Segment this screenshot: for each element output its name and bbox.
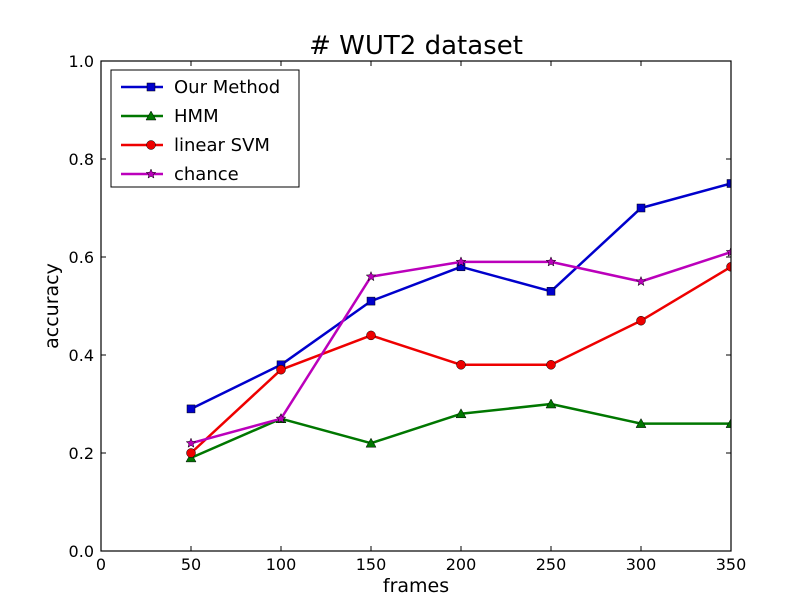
data-point-our-method: [636, 203, 646, 213]
x-tick-label: 0: [96, 555, 106, 574]
legend-entry-linear-svm: linear SVM: [121, 135, 270, 156]
y-tick-label: 0.6: [69, 248, 94, 267]
data-point-linear-svm: [546, 360, 556, 370]
legend-label-linear-svm: linear SVM: [174, 135, 270, 156]
legend-entry-our-method: Our Method: [121, 77, 280, 98]
legend-entry-hmm: HMM: [121, 106, 219, 127]
series-chance: [185, 246, 731, 448]
x-tick-label: 200: [446, 555, 477, 574]
data-point-chance: [635, 275, 647, 287]
y-tick-label: 0.0: [69, 542, 94, 561]
data-point-hmm: [365, 437, 377, 448]
series-linear-svm: [186, 262, 731, 458]
legend-label-hmm: HMM: [174, 106, 219, 127]
legend-marker-linear-svm: [146, 140, 156, 150]
data-point-chance: [455, 256, 467, 267]
x-tick-label: 150: [356, 555, 387, 574]
data-point-our-method: [726, 179, 731, 188]
data-point-chance: [275, 413, 287, 424]
y-axis-label: accuracy: [41, 263, 63, 349]
legend-label-chance: chance: [174, 164, 239, 185]
data-point-our-method: [366, 296, 376, 306]
x-tick-label: 300: [626, 555, 657, 574]
legend-marker-our-method: [146, 82, 156, 92]
legend-marker-hmm: [145, 110, 157, 121]
legend-marker-chance: [145, 168, 157, 179]
data-point-chance: [545, 256, 557, 267]
data-point-chance: [725, 246, 731, 257]
y-tick-label: 0.4: [69, 346, 94, 365]
data-point-hmm: [545, 398, 557, 409]
x-axis-label: frames: [383, 575, 449, 597]
legend-box: [110, 69, 300, 188]
x-tick-label: 250: [536, 555, 567, 574]
plot-area: 0 50 100 150 200 250 300 350 0.0 0.2 0.4 0.6 0.8 1.0 O…: [69, 52, 747, 574]
data-point-chance: [365, 270, 377, 282]
data-point-linear-svm: [366, 330, 376, 341]
data-point-linear-svm: [186, 448, 196, 458]
x-tick-label: 350: [716, 555, 747, 574]
series-our-method: [186, 179, 731, 414]
y-tick-label: 0.2: [69, 444, 94, 463]
y-tick-label: 0.8: [69, 150, 94, 169]
data-point-hmm: [635, 418, 647, 428]
legend-entry-chance: chance: [121, 164, 239, 185]
chart-title: # WUT2 dataset: [309, 31, 523, 61]
data-point-chance: [185, 437, 197, 448]
legend: Our Method HMM linear SVM chance: [110, 69, 300, 188]
data-point-our-method: [186, 404, 196, 414]
data-point-linear-svm: [726, 262, 731, 272]
plot-frame: [100, 60, 732, 552]
x-tick-label: 100: [266, 555, 297, 574]
data-point-hmm: [455, 408, 467, 419]
y-tick-label: 1.0: [69, 52, 94, 71]
data-point-linear-svm: [636, 315, 646, 326]
legend-label-our-method: Our Method: [174, 77, 280, 98]
data-point-linear-svm: [276, 364, 286, 375]
data-point-linear-svm: [456, 360, 466, 370]
series-layer: [185, 179, 731, 463]
data-point-our-method: [546, 287, 556, 296]
data-point-hmm: [725, 418, 731, 428]
x-tick-label: 50: [181, 555, 201, 574]
